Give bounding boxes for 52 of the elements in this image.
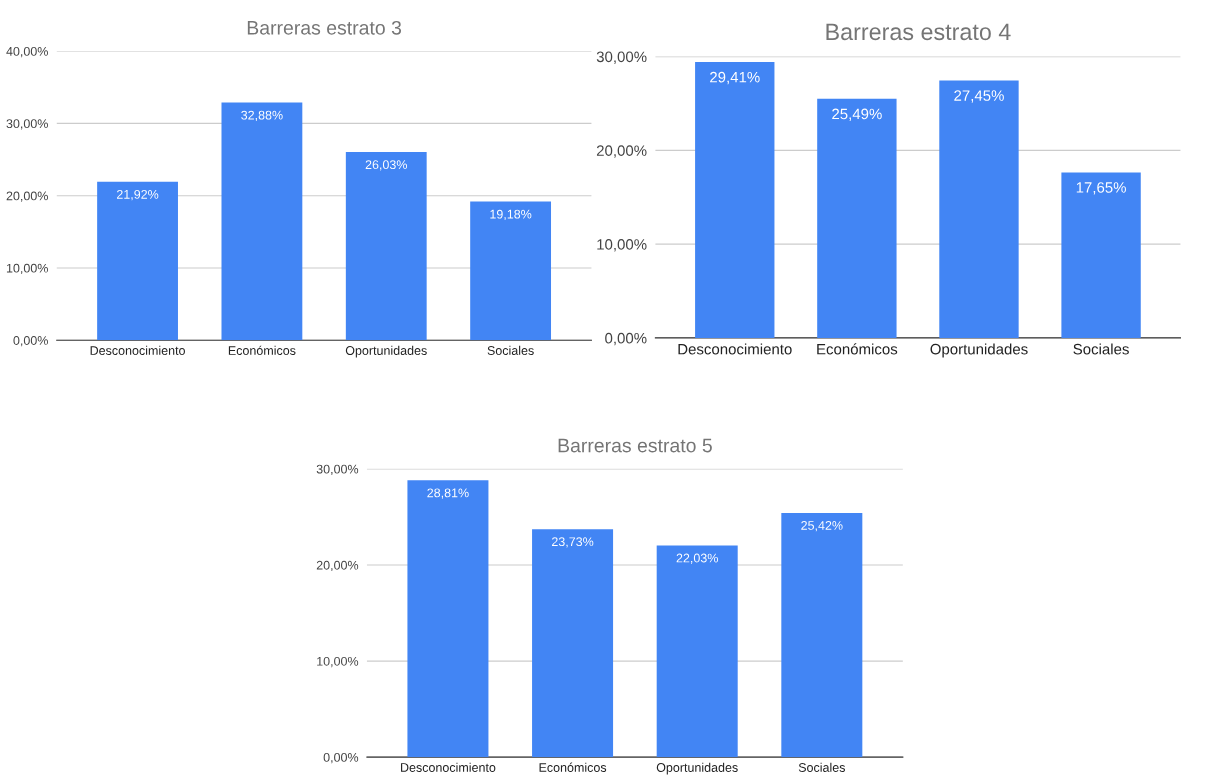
data-label: 25,49%	[832, 108, 882, 122]
x-tick-label: Desconocimiento	[90, 345, 185, 355]
bar	[781, 512, 863, 758]
x-tick-label: Económicos	[539, 762, 607, 772]
data-label: 21,92%	[116, 189, 159, 201]
y-tick-label: 40,00%	[6, 46, 48, 58]
chart-title: Barreras estrato 4	[826, 23, 1011, 41]
x-tick-label: Económicos	[228, 345, 296, 355]
data-label: 26,03%	[365, 160, 408, 171]
chart-title: Barreras estrato 5	[558, 438, 712, 453]
y-tick-label: 20,00%	[6, 191, 48, 202]
data-label: 29,41%	[710, 71, 760, 85]
x-tick-label: Desconocimiento	[678, 343, 792, 355]
x-tick-label: Económicos	[817, 343, 898, 355]
x-tick-label: Oportunidades	[930, 343, 1028, 358]
y-tick-label: 10,00%	[6, 263, 48, 275]
y-tick-label: 30,00%	[6, 119, 48, 130]
data-label: 23,73%	[552, 537, 594, 548]
x-tick-label: Oportunidades	[656, 762, 738, 775]
data-label: 19,18%	[490, 209, 532, 221]
bar	[1061, 172, 1141, 338]
x-tick-label: Oportunidades	[345, 345, 427, 358]
y-tick-label: 10,00%	[317, 656, 359, 668]
x-tick-label: Sociales	[1073, 343, 1129, 355]
y-tick-label: 30,00%	[316, 464, 359, 475]
x-tick-label: Desconocimiento	[401, 762, 496, 772]
y-tick-label: 20,00%	[596, 145, 647, 158]
y-tick-label: 0,00%	[13, 336, 48, 347]
chart-title: Barreras estrato 3	[247, 20, 402, 35]
data-label: 32,88%	[241, 110, 283, 122]
bar	[221, 102, 303, 341]
bar	[532, 529, 614, 758]
bar	[97, 181, 178, 341]
bar	[656, 545, 738, 758]
y-tick-label: 30,00%	[596, 51, 647, 64]
data-label: 22,03%	[676, 553, 718, 564]
bar	[470, 201, 552, 341]
y-tick-label: 20,00%	[316, 560, 359, 572]
bar	[407, 480, 489, 758]
data-label: 17,65%	[1076, 182, 1126, 195]
bar	[817, 98, 897, 338]
y-tick-label: 0,00%	[605, 332, 647, 346]
data-label: 27,45%	[954, 90, 1004, 103]
y-tick-label: 0,00%	[323, 752, 359, 764]
bar	[345, 152, 427, 341]
bar	[939, 80, 1019, 338]
data-label: 28,81%	[427, 488, 469, 499]
bar	[695, 62, 775, 338]
x-tick-label: Sociales	[487, 345, 534, 355]
y-tick-label: 10,00%	[597, 239, 647, 252]
x-tick-label: Sociales	[798, 762, 845, 772]
data-label: 25,42%	[801, 521, 843, 532]
